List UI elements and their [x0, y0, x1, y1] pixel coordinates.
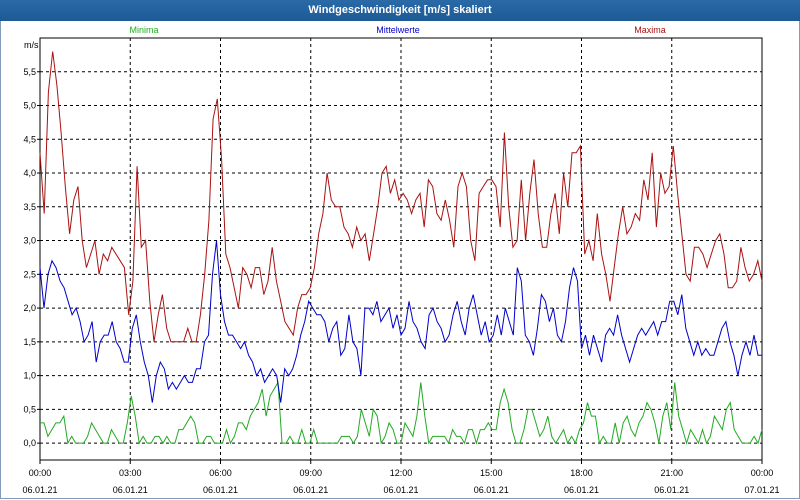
- y-tick-label: 5,5: [23, 67, 36, 77]
- x-tick-time: 00:00: [751, 468, 774, 478]
- y-tick-label: 0,0: [23, 438, 36, 448]
- x-tick-date: 06.01.21: [564, 485, 599, 495]
- x-tick-date: 06.01.21: [654, 485, 689, 495]
- y-tick-label: 2,5: [23, 269, 36, 279]
- series-lines: [39, 51, 763, 445]
- x-tick-time: 21:00: [660, 468, 683, 478]
- legend-maxima: Maxima: [634, 25, 666, 35]
- y-tick-label: 4,0: [23, 168, 36, 178]
- y-tick-label: 1,5: [23, 337, 36, 347]
- series-line-minima: [40, 380, 763, 445]
- y-tick-label: 1,0: [23, 371, 36, 381]
- y-tick-label: 4,5: [23, 134, 36, 144]
- x-tick-date: 06.01.21: [474, 485, 509, 495]
- legend-mittelwerte: Mittelwerte: [376, 25, 420, 35]
- x-tick-time: 03:00: [119, 468, 142, 478]
- x-tick-time: 15:00: [480, 468, 503, 478]
- legend-minima: Minima: [129, 25, 158, 35]
- x-tick-time: 06:00: [209, 468, 232, 478]
- y-tick-label: 3,0: [23, 236, 36, 246]
- chart-grid: [40, 38, 762, 460]
- series-line-mittelwerte: [39, 240, 762, 403]
- series-line-maxima: [39, 51, 763, 343]
- y-tick-label: 0,5: [23, 404, 36, 414]
- x-axis-ticks: 00:00 06.01.21 03:00 06.01.21 06:00 06.01.21 0…: [22, 460, 780, 495]
- y-tick-label: 5,0: [23, 101, 36, 111]
- y-tick-label: 3,5: [23, 202, 36, 212]
- x-tick-date: 06.01.21: [113, 485, 148, 495]
- x-tick-time: 00:00: [29, 468, 52, 478]
- y-axis-ticks: 0,0 0,5 1,0 1,5 2,0 2,5 3,0 3,5 4,0 4,5 5,0 5,5: [23, 67, 40, 448]
- x-tick-date: 06.01.21: [293, 485, 328, 495]
- x-tick-date: 06.01.21: [203, 485, 238, 495]
- y-axis-label: m/s: [24, 40, 39, 50]
- x-tick-date: 06.01.21: [383, 485, 418, 495]
- x-tick-date: 06.01.21: [22, 485, 57, 495]
- x-tick-time: 12:00: [390, 468, 413, 478]
- window-title: Windgeschwindigkeit [m/s] skaliert: [0, 0, 800, 21]
- x-tick-time: 09:00: [299, 468, 322, 478]
- legend: Minima Mittelwerte Maxima: [129, 25, 665, 35]
- x-tick-date: 07.01.21: [744, 485, 779, 495]
- x-tick-time: 18:00: [570, 468, 593, 478]
- y-tick-label: 2,0: [23, 303, 36, 313]
